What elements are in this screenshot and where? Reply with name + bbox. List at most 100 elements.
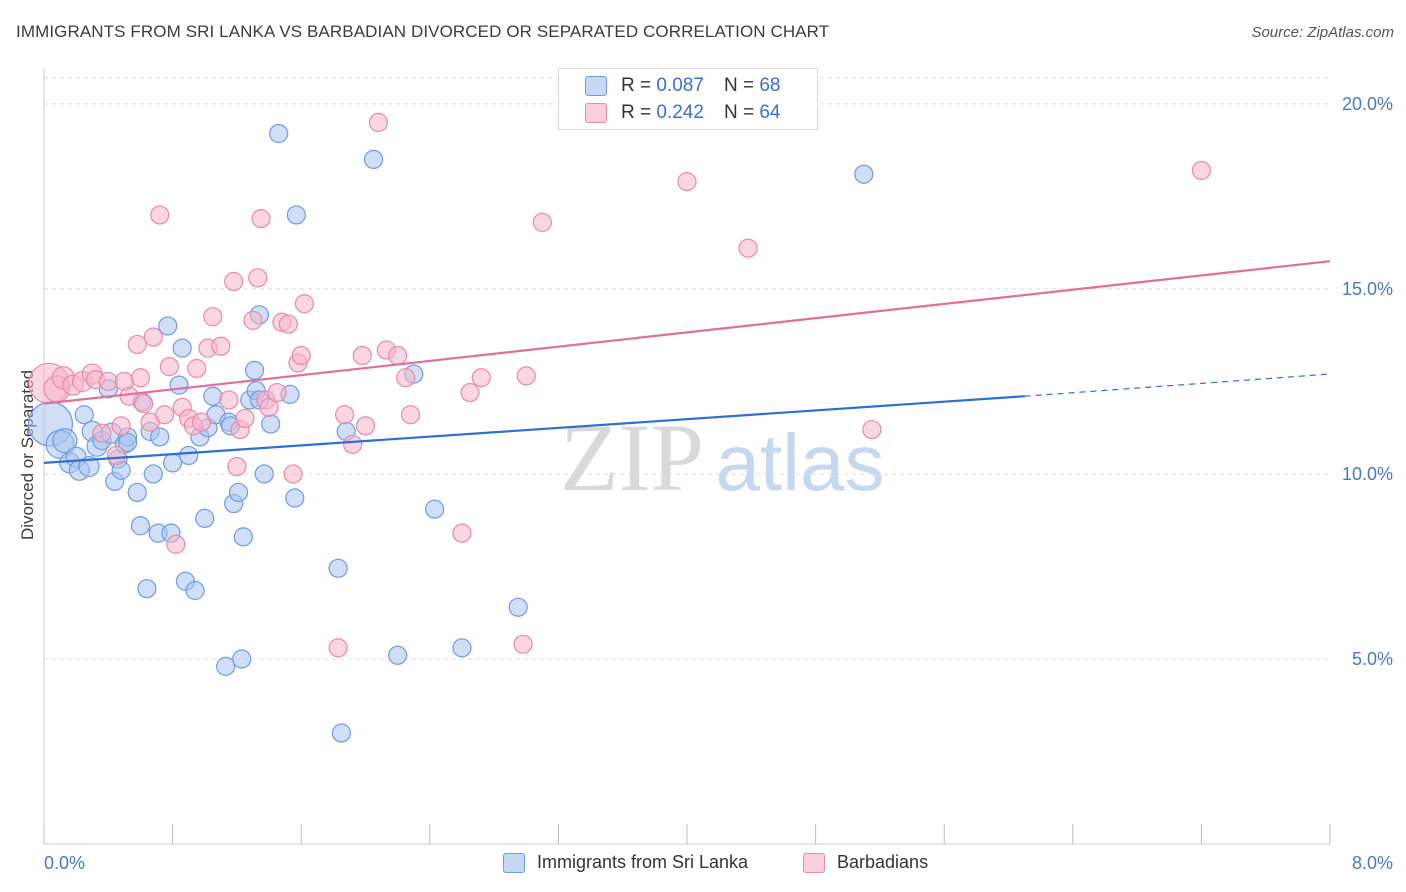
barbadians-point [203, 307, 223, 327]
source-label: Source: ZipAtlas.com [1251, 24, 1394, 41]
barbadians-point [283, 464, 303, 484]
barbadians-point [513, 634, 533, 654]
sri-lanka-point [78, 455, 100, 478]
legend-swatch-blue [585, 76, 607, 96]
barbadians-point [862, 419, 882, 440]
sri-lanka-point [158, 316, 178, 336]
sri-lanka-point [425, 499, 445, 519]
sri-lanka-point [331, 723, 351, 743]
barbadians-point [92, 423, 112, 443]
grid-lines [44, 77, 1330, 660]
chart-title: IMMIGRANTS FROM SRI LANKA VS BARBADIAN D… [16, 22, 830, 41]
barbadians-point [396, 368, 416, 388]
barbadians-point [191, 412, 212, 432]
barbadians-point [278, 314, 298, 334]
x-tick-labels: 0.0% 8.0% [44, 853, 1393, 873]
barbadians-point [227, 456, 247, 477]
barbadians-point [355, 416, 376, 436]
barbadians-point [130, 368, 151, 388]
barbadians-point [677, 172, 697, 192]
sri-lanka-trend-line [43, 395, 1025, 464]
bottom-legend-barbadians: Barbadians [803, 852, 928, 873]
sri-lanka-point [388, 645, 408, 665]
barbadians-point [224, 271, 244, 292]
barbadians-point [111, 416, 131, 436]
barbadians-point [368, 112, 388, 133]
barbadians-point [532, 212, 552, 232]
bottom-legend-label: Immigrants from Sri Lanka [537, 852, 749, 872]
barbadians-point [154, 405, 175, 425]
sri-lanka-point [328, 558, 348, 578]
barbadians-point [343, 434, 363, 454]
barbadians-point [251, 209, 271, 229]
barbadians-point [400, 405, 421, 425]
sri-lanka-point [508, 597, 528, 617]
legend-swatch-pink [585, 103, 607, 123]
sri-lanka-point [363, 149, 384, 170]
sri-lanka-point [244, 360, 265, 380]
sri-lanka-point [232, 649, 252, 669]
barbadians-point [159, 357, 179, 377]
barbadians-point [243, 310, 263, 330]
sri-lanka-point [452, 638, 472, 658]
sri-lanka-point [143, 464, 163, 484]
legend-row-barbadians: R = 0.242 N = 64 [585, 101, 780, 125]
barbadians-point [738, 238, 758, 258]
legend-r-value: 0.242 [656, 102, 704, 123]
sri-lanka-point [74, 405, 94, 425]
sri-lanka-point [216, 656, 236, 676]
barbadians-point [471, 368, 491, 388]
barbadians-point [516, 366, 536, 386]
x-tick-label: 8.0% [1352, 853, 1393, 873]
y-tick-label: 15.0% [1342, 279, 1393, 299]
legend-n-value: 64 [759, 102, 781, 123]
barbadians-point [134, 394, 154, 414]
barbadians-point [328, 638, 348, 658]
barbadians-point [127, 334, 147, 355]
bottom-legend-sri-lanka: Immigrants from Sri Lanka [503, 852, 748, 873]
sri-lanka-trend-extension [1024, 373, 1331, 397]
sri-lanka-point [169, 375, 189, 395]
sri-lanka-point [137, 579, 157, 599]
barbadians-point [143, 327, 163, 347]
watermark: ZIP atlas [560, 404, 884, 511]
trend-lines [43, 260, 1331, 464]
barbadians-point [219, 390, 239, 410]
axes [43, 68, 1331, 845]
barbadians-point [460, 382, 480, 403]
legend-r-label: R = [621, 102, 652, 123]
sri-lanka-point [52, 428, 78, 454]
barbadians-point [248, 268, 268, 288]
sri-lanka-point [286, 205, 306, 225]
barbadians-point [267, 382, 287, 403]
barbadians-point [235, 408, 255, 429]
bottom-legend-swatch-blue [503, 852, 525, 873]
barbadians-point [166, 534, 186, 554]
barbadians-point [388, 345, 408, 366]
sri-lanka-point [269, 123, 289, 144]
sri-lanka-point [854, 164, 874, 184]
sri-lanka-point [185, 580, 205, 601]
bottom-legend-swatch-pink [803, 852, 825, 873]
barbadians-trend-line [43, 260, 1331, 405]
barbadians-point [352, 345, 372, 366]
sri-lanka-point [117, 432, 138, 453]
sri-lanka-point [150, 427, 170, 447]
barbadians-point [259, 397, 279, 417]
x-tick-label: 0.0% [44, 853, 85, 873]
sri-lanka-point [179, 445, 199, 466]
sri-lanka-point [254, 464, 274, 484]
legend-r-value: 0.087 [656, 75, 704, 96]
sri-lanka-point [127, 482, 147, 503]
barbadians-point [1191, 160, 1212, 181]
barbadians-point [294, 294, 315, 314]
legend-row-sri-lanka: R = 0.087 N = 68 [585, 74, 780, 98]
sri-lanka-point [163, 453, 183, 473]
sri-lanka-point [228, 482, 249, 503]
sri-lanka-point [195, 508, 215, 528]
barbadians-point [98, 371, 118, 392]
y-tick-label: 5.0% [1352, 649, 1393, 669]
barbadians-point [150, 205, 170, 225]
legend-n-label: N = [723, 102, 755, 123]
sri-lanka-point [285, 488, 305, 508]
